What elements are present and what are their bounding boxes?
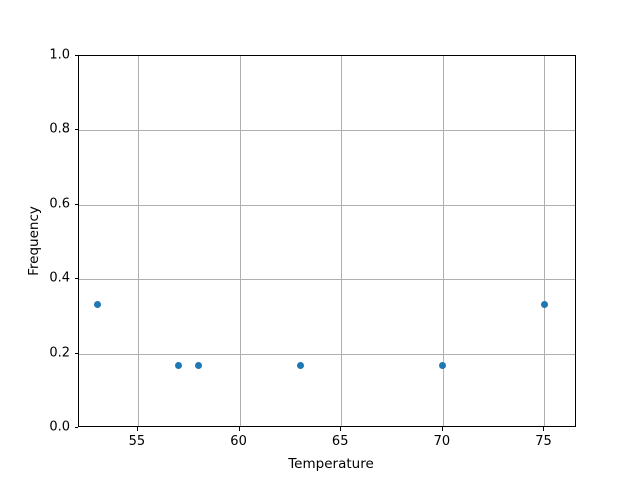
- y-tick-label: 0.8: [49, 121, 70, 137]
- y-tick-label: 0.0: [49, 419, 70, 435]
- x-tick-mark: [136, 427, 138, 431]
- x-tick-label: 75: [535, 434, 552, 449]
- x-tick-label: 55: [128, 434, 146, 449]
- x-tick-mark: [340, 427, 342, 431]
- x-axis-label-text: Temperature: [288, 456, 374, 472]
- x-tick-label: 70: [433, 434, 451, 449]
- y-tick-mark: [74, 55, 78, 56]
- gridline-vertical: [442, 56, 444, 426]
- gridline-vertical: [137, 56, 139, 426]
- scatter-point: [540, 300, 548, 308]
- y-axis-label: Frequency: [26, 55, 44, 427]
- y-tick-label: 0.4: [49, 270, 70, 286]
- y-tick-label: 0.2: [49, 345, 70, 361]
- y-tick-mark: [74, 352, 78, 354]
- gridline-horizontal: [79, 279, 575, 281]
- y-tick-label: 0.6: [49, 196, 70, 212]
- y-axis-label-text: Frequency: [26, 206, 42, 276]
- gridline-horizontal: [79, 130, 575, 132]
- scatter-point: [297, 362, 305, 370]
- plot-axes-area: [78, 55, 576, 427]
- x-tick-mark: [543, 427, 545, 431]
- x-tick-label: 65: [331, 434, 349, 449]
- gridline-horizontal: [79, 204, 575, 206]
- scatter-point: [195, 362, 203, 370]
- x-tick-label: 60: [230, 434, 247, 449]
- x-tick-mark: [441, 427, 443, 431]
- gridline-vertical: [341, 56, 343, 426]
- x-axis-label: Temperature: [0, 456, 640, 472]
- gridline-horizontal: [79, 353, 575, 355]
- y-tick-mark: [74, 203, 78, 205]
- gridline-vertical: [239, 56, 241, 426]
- scatter-point: [439, 362, 447, 370]
- gridline-vertical: [544, 56, 546, 426]
- y-tick-label: 1.0: [49, 47, 70, 63]
- y-tick-mark: [74, 278, 78, 280]
- y-tick-mark: [74, 129, 78, 131]
- x-tick-mark: [238, 427, 240, 431]
- scatter-point: [175, 362, 183, 370]
- scatter-point: [93, 300, 101, 308]
- y-tick-mark: [74, 427, 78, 428]
